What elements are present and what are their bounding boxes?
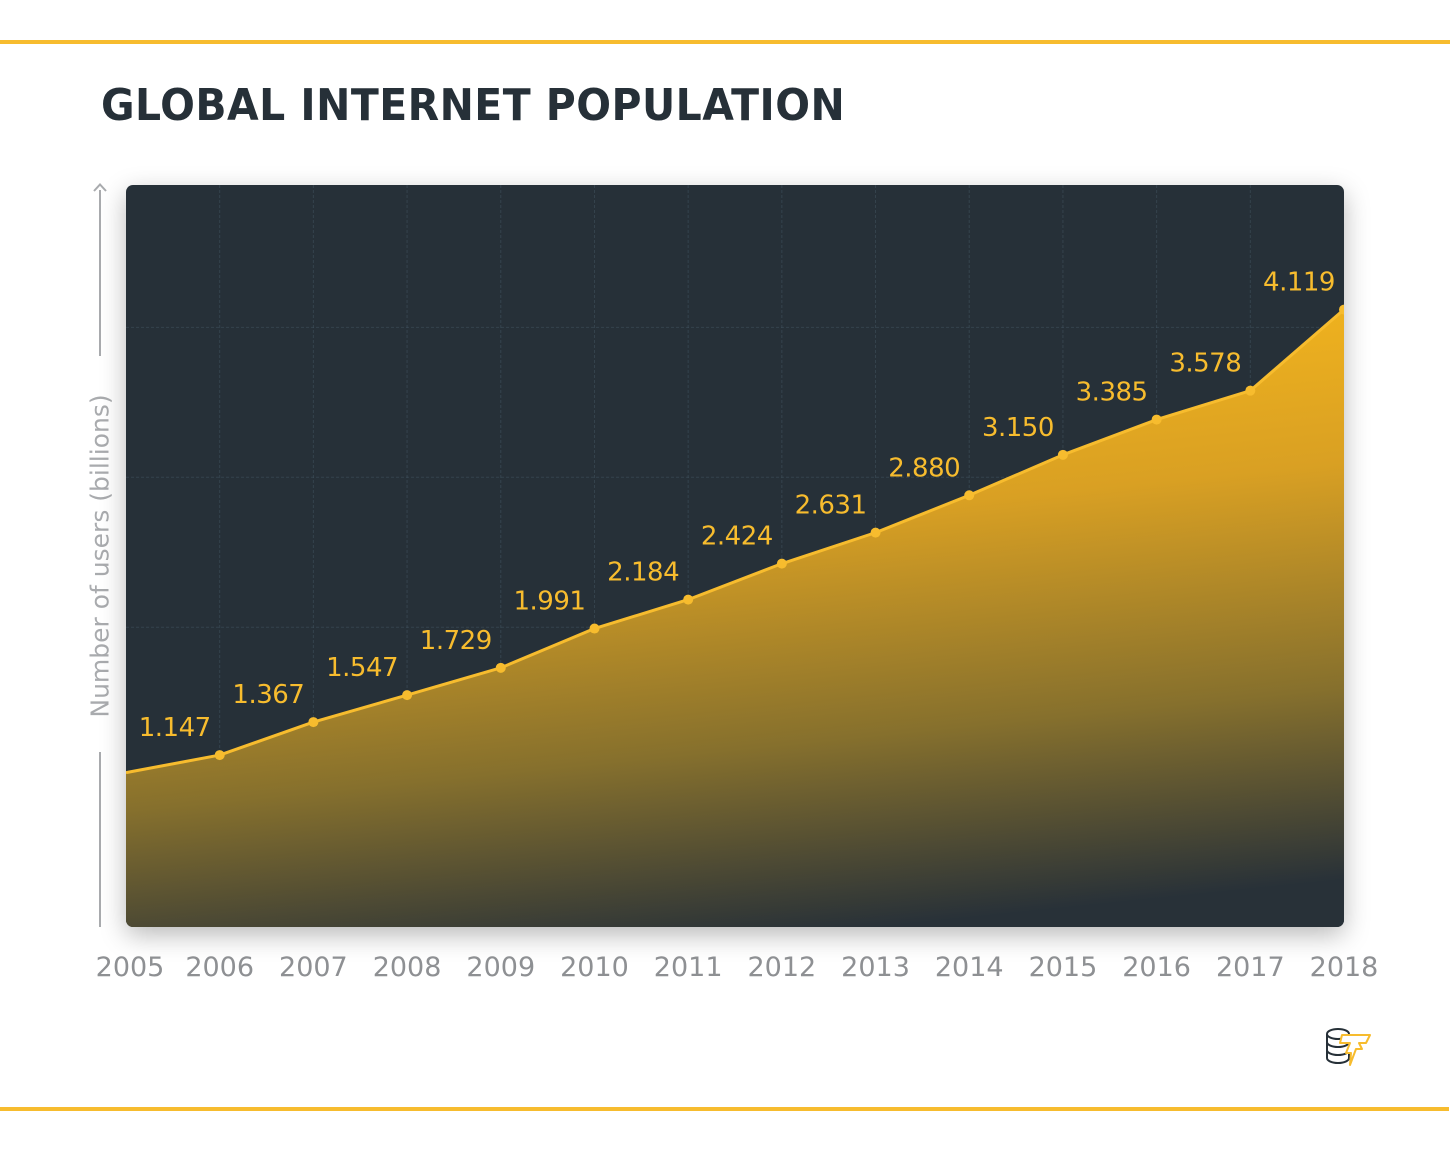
data-point <box>964 490 975 501</box>
x-tick-label: 2017 <box>1215 952 1285 983</box>
data-label: 3.578 <box>1169 349 1241 379</box>
coins-lightning-logo-icon <box>1326 1028 1371 1066</box>
data-point <box>1057 449 1068 460</box>
data-point <box>308 717 319 728</box>
data-point <box>402 690 413 701</box>
data-label: 4.119 <box>1263 268 1335 298</box>
x-tick-label: 2011 <box>653 952 723 983</box>
x-tick-label: 2015 <box>1028 952 1098 983</box>
area-chart: 1.147 1.367 1.547 1.729 1.991 2.184 2.424 2.631… <box>126 185 1344 927</box>
data-point <box>1339 304 1344 315</box>
bottom-accent-rule <box>0 1107 1449 1111</box>
x-tick-label: 2016 <box>1122 952 1191 983</box>
area-fill <box>126 309 1344 927</box>
data-label: 2.184 <box>607 558 679 588</box>
x-tick-label: 2014 <box>934 952 1004 983</box>
chart-plot-area: 1.147 1.367 1.547 1.729 1.991 2.184 2.424 2.631… <box>126 185 1344 927</box>
y-axis-line-lower <box>99 752 101 927</box>
data-label: 2.631 <box>795 491 867 521</box>
top-accent-rule <box>0 40 1450 44</box>
data-label: 2.880 <box>888 453 960 483</box>
x-tick-label: 2012 <box>747 952 817 983</box>
x-tick-label: 2006 <box>185 952 255 983</box>
data-label: 1.547 <box>326 653 398 683</box>
data-point <box>1245 385 1256 396</box>
x-tick-label: 2007 <box>279 952 348 983</box>
data-label: 1.729 <box>420 626 492 656</box>
data-label: 1.147 <box>139 713 211 743</box>
x-tick-label: 2005 <box>95 952 165 983</box>
series-line <box>126 308 1344 775</box>
data-label: 3.385 <box>1076 378 1148 408</box>
data-point <box>589 623 600 634</box>
x-tick-label: 2009 <box>466 952 536 983</box>
data-point <box>870 527 881 538</box>
x-tick-label: 2010 <box>560 952 629 983</box>
data-point <box>214 750 225 761</box>
data-point <box>776 558 787 569</box>
data-label: 1.991 <box>513 587 585 617</box>
x-tick-label: 2013 <box>841 952 910 983</box>
y-axis-label: Number of users (billions) <box>85 394 115 718</box>
y-axis-line-upper <box>99 190 101 356</box>
x-tick-label: 2018 <box>1309 952 1379 983</box>
data-point <box>495 662 506 673</box>
data-point <box>683 594 694 605</box>
y-axis-arrow-icon <box>93 183 107 192</box>
data-label: 2.424 <box>701 522 773 552</box>
data-label: 3.150 <box>982 413 1054 443</box>
data-label: 1.367 <box>232 680 304 710</box>
chart-title: GLOBAL INTERNET POPULATION <box>101 80 846 131</box>
data-point <box>1151 414 1162 425</box>
x-tick-label: 2008 <box>372 952 442 983</box>
